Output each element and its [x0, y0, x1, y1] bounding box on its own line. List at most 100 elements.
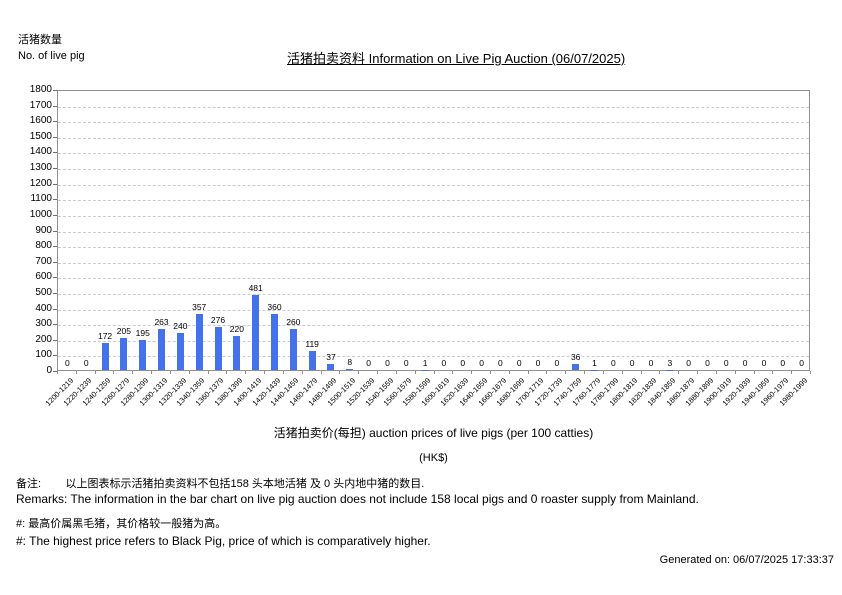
y-tick-label: 600: [35, 271, 52, 283]
bar-value-label: 1: [422, 357, 428, 368]
x-tick-mark: [433, 371, 435, 374]
x-tick-mark: [527, 371, 529, 374]
bar: [195, 314, 203, 370]
bar-value-label: 0: [516, 358, 522, 368]
gridline: [58, 293, 809, 295]
bar-chart: 0 0 172 205 195 263 240 357 276 220 481 360 260 119 37…: [20, 84, 825, 426]
x-tick-mark: [508, 371, 510, 374]
bar-value-label: 0: [723, 358, 729, 368]
x-tick-mark: [414, 371, 416, 374]
y-tick-label: 1100: [30, 193, 52, 205]
bar-value-label: 0: [385, 358, 390, 368]
y-tick-mark: [53, 214, 57, 216]
bar-value-label: 0: [780, 358, 786, 368]
x-tick-mark: [169, 371, 171, 374]
bar-value-label: 205: [116, 326, 131, 336]
y-tick-mark: [53, 371, 57, 372]
x-tick-mark: [659, 371, 661, 374]
y-tick-label: 200: [35, 333, 52, 345]
bar: [572, 364, 580, 370]
y-tick-label: 1600: [29, 115, 52, 127]
bar-value-label: 0: [366, 358, 371, 368]
y-tick-label: 500: [35, 286, 52, 298]
y-tick-label: 1500: [29, 130, 52, 142]
x-tick-mark: [715, 371, 717, 374]
bar-value-label: 276: [210, 314, 226, 325]
bar-value-label: 0: [535, 358, 541, 368]
bar-value-label: 0: [686, 358, 691, 368]
gridline: [58, 340, 809, 342]
y-tick-mark: [53, 308, 57, 310]
gridline: [58, 122, 809, 124]
y-tick-mark: [53, 199, 57, 201]
bar-value-label: 3: [667, 357, 673, 368]
x-tick-mark: [301, 371, 303, 374]
y-tick-mark: [53, 121, 57, 123]
bar-value-label: 0: [83, 358, 89, 368]
bar-value-label: 0: [554, 358, 560, 368]
bar-value-label: 0: [761, 358, 767, 368]
y-tick-mark: [53, 339, 57, 341]
bar: [252, 294, 260, 370]
x-tick-mark: [207, 371, 209, 374]
bar: [289, 329, 297, 370]
gridline: [58, 278, 809, 280]
bar-value-label: 260: [286, 317, 301, 328]
x-axis-title: 活猪拍卖价(每担) auction prices of live pigs (p…: [273, 426, 594, 440]
x-tick-mark: [320, 371, 322, 374]
bar-value-label: 1: [592, 357, 597, 368]
y-tick-label: 300: [35, 318, 52, 330]
x-tick-mark: [151, 371, 153, 374]
x-tick-mark: [188, 371, 190, 374]
bar-value-label: 0: [479, 358, 484, 368]
x-tick-mark: [546, 371, 548, 374]
gridline: [58, 356, 809, 358]
y-tick-mark: [53, 90, 57, 91]
x-tick-mark: [113, 371, 115, 374]
remark-en: Remarks: The information in the bar char…: [16, 492, 699, 506]
plot-area: 0 0 172 205 195 263 240 357 276 220 481 360 260 119 37…: [57, 90, 810, 371]
x-tick-mark: [584, 371, 586, 374]
y-tick-mark: [53, 230, 57, 232]
bar-value-label: 119: [305, 339, 319, 350]
gridline: [58, 169, 809, 171]
y-tick-label: 0: [46, 365, 52, 376]
bar-value-label: 357: [192, 302, 207, 313]
note-cn: #: 最高价属黑毛猪，其价格较一般猪为高。: [16, 518, 227, 530]
bar-value-label: 0: [65, 358, 70, 368]
bar: [120, 338, 128, 370]
y-axis-unit-label-en: No. of live pig: [18, 50, 85, 62]
y-tick-mark: [53, 324, 57, 326]
x-tick-mark: [489, 371, 491, 374]
y-tick-mark: [53, 183, 57, 185]
y-tick-mark: [53, 292, 57, 294]
bar-value-label: 0: [799, 358, 804, 368]
x-tick-mark: [697, 371, 699, 374]
y-tick-label: 700: [35, 255, 52, 267]
bar-value-label: 195: [135, 327, 150, 338]
bar: [327, 364, 335, 370]
x-tick-mark: [772, 371, 774, 374]
gridline: [58, 137, 809, 139]
gridline: [58, 153, 809, 155]
x-tick-mark: [565, 371, 567, 374]
y-tick-label: 900: [35, 224, 52, 236]
bar-value-label: 0: [629, 358, 635, 368]
x-tick-mark: [452, 371, 454, 374]
bar: [176, 332, 184, 370]
remark-cn: 备注: 以上图表标示活猪拍卖资料不包括158 头本地活猪 及 0 头内地中猪的数…: [16, 478, 425, 490]
x-tick-mark: [602, 371, 604, 374]
x-axis-unit: (HK$): [419, 452, 448, 464]
bar: [270, 313, 278, 370]
y-axis-unit-label-cn: 活猪数量: [18, 34, 62, 46]
y-tick-mark: [53, 168, 57, 170]
x-tick-mark: [57, 371, 58, 374]
x-tick-mark: [94, 371, 96, 374]
x-tick-mark: [734, 371, 736, 374]
y-tick-label: 400: [35, 302, 52, 314]
x-tick-mark: [245, 371, 247, 374]
bar-value-label: 36: [570, 352, 581, 363]
y-tick-label: 1000: [29, 208, 52, 220]
gridline: [58, 309, 809, 311]
